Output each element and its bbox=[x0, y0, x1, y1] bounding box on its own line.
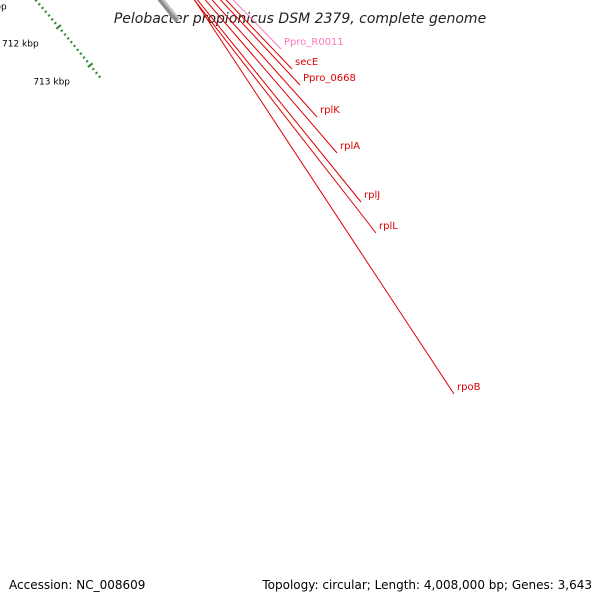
minor-tick bbox=[60, 29, 64, 33]
scale-label: 713 kbp bbox=[33, 78, 70, 88]
gene-label: rplA bbox=[340, 141, 360, 152]
label-leader-line bbox=[211, 0, 318, 118]
gene-label: rplJ bbox=[364, 190, 380, 201]
label-leader-line bbox=[193, 0, 455, 395]
minor-tick bbox=[47, 14, 51, 18]
major-tick bbox=[55, 24, 62, 30]
minor-tick bbox=[69, 40, 73, 44]
minor-tick bbox=[76, 48, 80, 52]
minor-tick bbox=[53, 21, 57, 25]
minor-tick bbox=[44, 10, 48, 14]
gene-label: secE bbox=[295, 57, 318, 68]
gene-label: Ppro_0668 bbox=[303, 73, 356, 84]
minor-tick bbox=[85, 59, 89, 63]
label-leader-line bbox=[219, 0, 301, 86]
map-title: Pelobacter propionicus DSM 2379, complet… bbox=[114, 11, 486, 27]
minor-tick bbox=[94, 71, 98, 75]
minor-tick bbox=[98, 75, 102, 79]
minor-tick bbox=[63, 33, 67, 37]
gene-label: rpoB bbox=[457, 382, 481, 393]
major-tick bbox=[87, 62, 94, 68]
label-leader-line bbox=[196, 0, 362, 203]
gene-label: Ppro_R0011 bbox=[284, 37, 344, 48]
minor-tick bbox=[34, 0, 38, 2]
gene-label: rplL bbox=[379, 221, 398, 232]
scale-label: 711 kbp bbox=[0, 2, 7, 12]
scale-label: 712 kbp bbox=[2, 40, 39, 50]
scale-ticks: 704 kbp705 kbp706 kbp707 kbp708 kbp709 k… bbox=[0, 0, 102, 88]
accession-text: Accession: NC_008609 bbox=[9, 578, 146, 592]
gene-labels: Ppro_R0011 secE Ppro_0668 rplK rplA rplJ rplL r… bbox=[193, 0, 481, 395]
minor-tick bbox=[82, 56, 86, 59]
label-leader-line bbox=[225, 0, 293, 70]
minor-tick bbox=[66, 36, 70, 40]
label-leader-line bbox=[204, 0, 338, 154]
minor-tick bbox=[41, 6, 45, 10]
minor-tick bbox=[79, 52, 83, 56]
gene-label: rplK bbox=[320, 105, 340, 116]
label-leader-line bbox=[193, 0, 377, 234]
minor-tick bbox=[37, 2, 41, 6]
minor-tick bbox=[72, 44, 77, 48]
topology-text: Topology: circular; Length: 4,008,000 bp… bbox=[262, 578, 592, 592]
minor-tick bbox=[91, 67, 95, 71]
minor-tick bbox=[50, 17, 54, 21]
